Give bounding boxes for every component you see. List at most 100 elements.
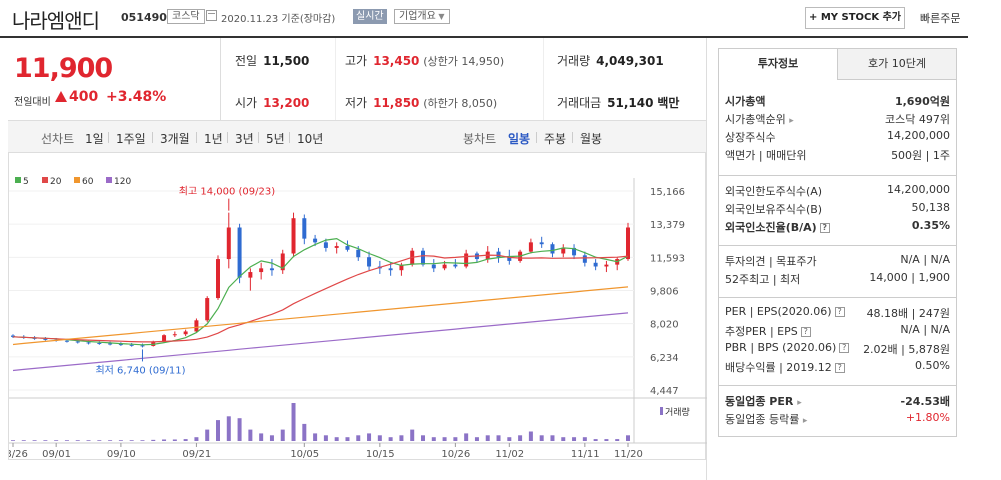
volume-bar — [464, 433, 469, 441]
legend-label: 120 — [114, 177, 131, 187]
amount-value: 51,140 — [607, 96, 654, 110]
stock-chart[interactable]: 15,166 13,379 11,593 9,806 8,020 6,234 4,447 5 2… — [8, 153, 707, 460]
x-tick-label: 10/05 — [290, 449, 319, 460]
candle-daily[interactable]: 일봉 — [508, 132, 531, 146]
volume-bar — [280, 429, 285, 441]
volume-bar — [431, 437, 436, 441]
per-value: 48.18배 | 247원 — [866, 307, 950, 320]
period-1d[interactable]: 1일 — [85, 132, 104, 146]
volume-bar — [291, 403, 296, 441]
tab-invest-info[interactable]: 투자정보 — [718, 48, 838, 80]
per-label: PER | EPS(2020.06)? — [725, 305, 845, 318]
period-3y[interactable]: 3년 — [235, 132, 254, 146]
info-row: 추정PER | EPS? N/A | N/A — [725, 323, 950, 341]
ma20-line — [12, 254, 629, 343]
candle-body — [248, 272, 253, 278]
legend-swatch — [42, 177, 48, 183]
legend-swatch — [74, 177, 80, 183]
candle-body — [64, 340, 69, 342]
y-tick-label: 13,379 — [650, 220, 685, 231]
volume-bar — [561, 437, 566, 441]
min-annotation: 최저 6,740 (09/11) — [95, 364, 185, 376]
legend-swatch — [15, 177, 21, 183]
period-sep — [152, 132, 153, 143]
volume-bar — [345, 437, 350, 441]
realtime-button[interactable]: 실시간 — [353, 9, 387, 24]
help-icon[interactable]: ? — [800, 327, 811, 337]
volume-bar — [399, 435, 404, 441]
help-icon[interactable]: ? — [834, 307, 845, 317]
candle-body — [108, 343, 113, 345]
volume-bar — [356, 435, 361, 441]
ma120-line — [12, 312, 629, 372]
volume-bar — [302, 423, 307, 441]
period-5y[interactable]: 5년 — [266, 132, 285, 146]
candle-body — [496, 251, 501, 258]
info-row: 시가총액 1,690억원 — [725, 93, 950, 111]
y-tick-label: 8,020 — [650, 320, 679, 331]
volume-bar — [269, 435, 274, 441]
info-row: 외국인보유주식수(B) 50,138 — [725, 201, 950, 219]
volume-bar — [453, 437, 458, 441]
period-1w[interactable]: 1주일 — [116, 132, 146, 146]
tab-orderbook[interactable]: 호가 10단계 — [837, 48, 957, 80]
stock-header: 나라엠앤디 051490 코스닥 2020.11.23 기준(장마감) 실시간 … — [0, 0, 1001, 36]
triangle-right-icon[interactable]: ▸ — [797, 398, 802, 408]
ma5-line — [12, 237, 629, 346]
x-tick-label: 11/20 — [614, 449, 643, 460]
triangle-right-icon[interactable]: ▸ — [789, 116, 794, 126]
info-row: 동일업종 PER ▸ -24.53배 — [725, 393, 950, 411]
upper-limit: (상한가 14,950) — [423, 55, 505, 68]
company-overview-dropdown[interactable]: 기업개요 ▼ — [394, 9, 450, 24]
chart-canvas[interactable]: 15,166 13,379 11,593 9,806 8,020 6,234 4,447 5 2… — [9, 153, 707, 460]
period-10y[interactable]: 10년 — [297, 132, 324, 146]
prev-close-value: 11,500 — [263, 54, 310, 68]
par-value: 500원 | 1주 — [891, 149, 950, 162]
candle-monthly[interactable]: 월봉 — [580, 132, 603, 146]
help-icon[interactable]: ? — [819, 223, 830, 233]
quick-order-link[interactable]: 빠른주문 — [920, 12, 961, 25]
candle-body — [528, 242, 533, 252]
volume-bar — [615, 439, 620, 441]
volume-bar — [248, 429, 253, 441]
y-tick-label: 9,806 — [650, 287, 679, 298]
foreign-ratio-text: 외국인소진율(B/A) — [725, 221, 817, 234]
volume-bar — [593, 439, 598, 441]
up-triangle-icon — [55, 91, 67, 102]
triangle-right-icon[interactable]: ▸ — [802, 416, 808, 426]
add-mystock-button[interactable]: + MY STOCK 추가 — [805, 7, 905, 29]
candle-weekly[interactable]: 주봉 — [544, 132, 567, 146]
volume-bar — [334, 437, 339, 441]
help-icon[interactable]: ? — [839, 343, 850, 353]
est-per-label: 추정PER | EPS? — [725, 323, 811, 339]
high-label: 고가 — [345, 54, 368, 68]
volume-bar — [550, 435, 555, 441]
current-price: 11,900 — [14, 53, 113, 84]
per-text: PER | EPS(2020.06) — [725, 305, 832, 318]
volume-bar — [496, 435, 501, 441]
change-rate: +3.48% — [106, 89, 167, 105]
candle-body — [216, 259, 220, 299]
week52-value: 14,000 | 1,900 — [869, 271, 950, 284]
period-3m[interactable]: 3개월 — [160, 132, 190, 146]
volume-bar — [539, 435, 544, 441]
candle-body — [334, 246, 339, 248]
price-summary: 전일 11,500 고가 13,450 (상한가 14,950) 거래량 4,049,… — [220, 38, 706, 120]
low-value: 11,850 — [373, 96, 420, 110]
legend-label: 20 — [50, 177, 62, 187]
volume-bar — [377, 435, 382, 441]
period-1y[interactable]: 1년 — [204, 132, 223, 146]
info-divider — [719, 297, 956, 298]
y-tick-label: 6,234 — [650, 353, 679, 364]
help-icon[interactable]: ? — [834, 363, 845, 373]
period-sep — [536, 132, 537, 143]
open-label: 시가 — [235, 96, 258, 110]
volume-bar — [97, 440, 102, 441]
volume-bar — [626, 435, 630, 441]
foreign-limit-value: 14,200,000 — [887, 183, 950, 196]
legend-label: 60 — [82, 177, 94, 187]
volume-value: 4,049,301 — [596, 54, 664, 68]
foreign-hold-label: 외국인보유주식수(B) — [725, 203, 823, 216]
info-row: 상장주식수 14,200,000 — [725, 129, 950, 147]
volume-bar — [216, 420, 220, 441]
